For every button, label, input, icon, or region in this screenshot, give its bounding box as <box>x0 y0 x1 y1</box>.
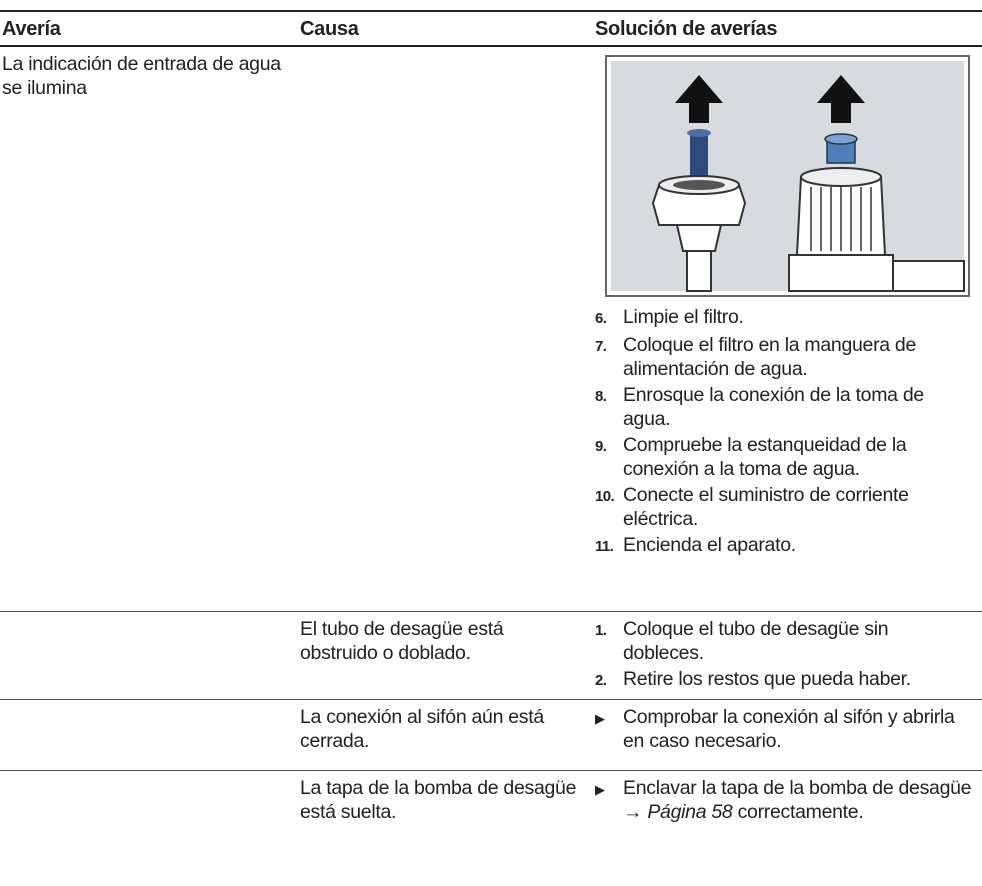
step-text: Coloque el tubo de desagüe sin dobleces. <box>623 618 889 664</box>
action: ▶ Enclavar la tapa de la bomba de desagü… <box>595 776 974 824</box>
step-list: 1. Coloque el tubo de desagüe sin doblece… <box>595 617 974 693</box>
table-row: El tubo de desagüe está obstruido o dobl… <box>0 611 982 699</box>
bullet-icon: ▶ <box>595 782 605 797</box>
step: 6. Limpie el filtro. <box>595 305 974 331</box>
fault-cell <box>0 700 300 770</box>
solution-cell: 1. Coloque el tubo de desagüe sin doblece… <box>595 612 982 699</box>
step-text: Encienda el aparato. <box>623 534 796 556</box>
cause-cell: La tapa de la bomba de desagüe está suel… <box>300 777 577 823</box>
step-number: 6. <box>595 310 607 327</box>
header-cell: Causa <box>300 17 359 40</box>
step-number: 1. <box>595 622 607 639</box>
step: 1. Coloque el tubo de desagüe sin doblece… <box>595 617 974 665</box>
cause-cell <box>300 47 595 611</box>
step-number: 7. <box>595 338 607 355</box>
step-number: 10. <box>595 488 615 505</box>
cause-cell: El tubo de desagüe está obstruido o dobl… <box>300 618 504 664</box>
solution-cell: 6. Limpie el filtro. 7. Coloque el filtro … <box>595 47 982 611</box>
step-list: 6. Limpie el filtro. 7. Coloque el filtro … <box>595 305 974 559</box>
step-text: Enrosque la conexión de la toma de agua. <box>623 384 924 430</box>
text: correctamente. <box>737 801 864 823</box>
step-number: 9. <box>595 438 607 455</box>
cause-cell: La conexión al sifón aún está cerrada. <box>300 706 544 752</box>
step-text: Coloque el filtro en la manguera de alim… <box>623 334 917 380</box>
fault-cell: La indicación de entrada de agua se ilum… <box>2 53 281 99</box>
table-row: La conexión al sifón aún está cerrada. ▶… <box>0 699 982 770</box>
solution-cell: ▶ Comprobar la conexión al sifón y abrirl… <box>595 700 982 770</box>
action-text: Enclavar la tapa de la bomba de desagüe … <box>623 776 974 824</box>
step-number: 11. <box>595 538 614 555</box>
step-text: Retire los restos que pueda haber. <box>623 668 911 690</box>
action-text: Comprobar la conexión al sifón y abrirla… <box>623 706 955 752</box>
text: Enclavar la tapa de la bomba de desagüe … <box>623 777 972 823</box>
page-link[interactable]: Página 58 <box>647 801 733 823</box>
step: 7. Coloque el filtro en la manguera de al… <box>595 333 974 381</box>
filter-illustration <box>605 55 970 297</box>
step: 10. Conecte el suministro de corriente el… <box>595 483 974 531</box>
step: 9. Compruebe la estanqueidad de la conexi… <box>595 433 974 481</box>
header-cell: Avería <box>2 17 61 40</box>
table-row: La tapa de la bomba de desagüe está suel… <box>0 770 982 881</box>
step-text: Conecte el suministro de corriente eléct… <box>623 484 909 530</box>
step: 2. Retire los restos que pueda haber. <box>595 667 974 693</box>
solution-cell: ▶ Enclavar la tapa de la bomba de desagü… <box>595 771 982 881</box>
fault-cell <box>0 771 300 881</box>
step-text: Compruebe la estanqueidad de la conexión… <box>623 434 907 480</box>
fault-table: Avería Causa Solución de averías La indi… <box>0 10 982 881</box>
fault-cell <box>0 612 300 699</box>
step-text: Limpie el filtro. <box>623 306 744 328</box>
header-cell: Solución de averías <box>595 17 778 40</box>
step: 11. Encienda el aparato. <box>595 533 974 559</box>
step-number: 8. <box>595 388 607 405</box>
step-number: 2. <box>595 672 607 689</box>
bullet-icon: ▶ <box>595 711 605 726</box>
header-row: Avería Causa Solución de averías <box>0 10 982 47</box>
action: ▶ Comprobar la conexión al sifón y abrirl… <box>595 705 974 753</box>
step: 8. Enrosque la conexión de la toma de agu… <box>595 383 974 431</box>
table-row: La indicación de entrada de agua se ilum… <box>0 47 982 611</box>
